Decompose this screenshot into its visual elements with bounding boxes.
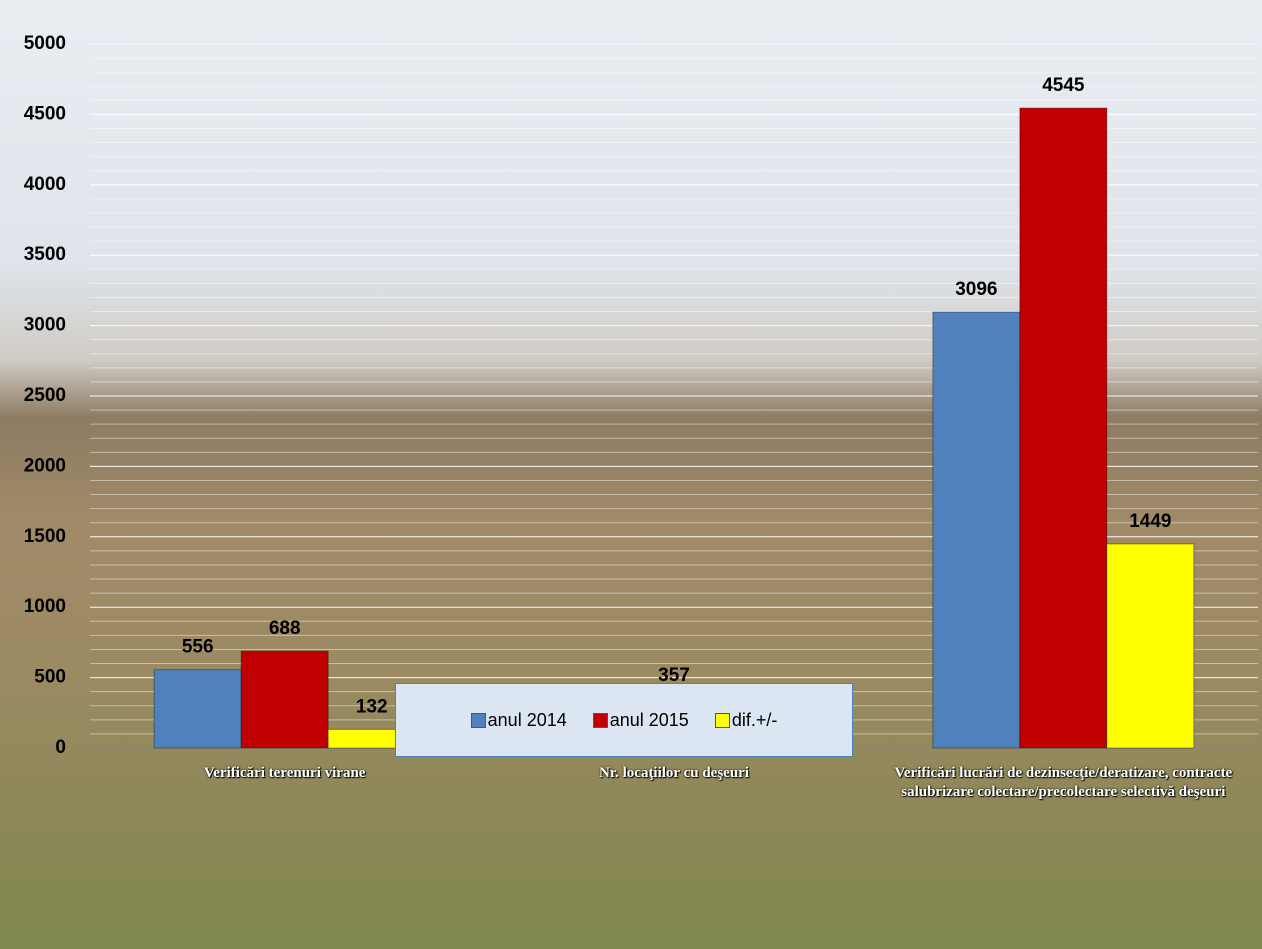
x-tick-label: Verificări terenuri virane [95,764,475,783]
chart: 0 500 1000 1500 2000 2500 3000 3500 4000 4500 5000… [0,0,1262,949]
y-tick-label: 1000 [24,596,66,617]
legend: anul 2014 anul 2015 dif.+/- [395,683,853,757]
legend-swatch [715,713,730,728]
y-tick-label: 0 [55,737,66,758]
y-tick-label: 2000 [24,455,66,476]
value-label: 556 [182,637,214,658]
plot: 0 500 1000 1500 2000 2500 3000 3500 4000 4500 5000… [0,0,1262,949]
legend-label: anul 2015 [610,710,689,731]
legend-swatch [471,713,486,728]
y-tick-label: 3000 [24,315,66,336]
y-tick-label: 4500 [24,103,66,124]
bar [933,312,1020,748]
value-label: 4545 [1042,75,1085,96]
legend-item: dif.+/- [715,710,778,731]
legend-label: dif.+/- [732,710,778,731]
y-tick-label: 2500 [24,385,66,406]
legend-label: anul 2014 [488,710,567,731]
y-tick-label: 4000 [24,174,66,195]
value-label: 3096 [955,279,997,300]
y-tick-label: 1500 [24,526,66,547]
value-label: 132 [356,696,388,717]
y-tick-label: 5000 [24,33,66,54]
x-tick-label: Verificări lucrări de dezinsecţie/derati… [873,764,1253,802]
legend-item: anul 2014 [471,710,567,731]
legend-item: anul 2015 [593,710,689,731]
value-label: 1449 [1129,511,1171,532]
y-tick-label: 3500 [24,244,66,265]
value-label: 688 [269,618,301,639]
bar [241,651,328,748]
legend-swatch [593,713,608,728]
x-tick-label: Nr. locaţiilor cu deşeuri [484,764,864,783]
bar [1107,544,1194,748]
y-tick-label: 500 [34,667,66,688]
bar [1020,108,1107,748]
bar [154,670,241,748]
